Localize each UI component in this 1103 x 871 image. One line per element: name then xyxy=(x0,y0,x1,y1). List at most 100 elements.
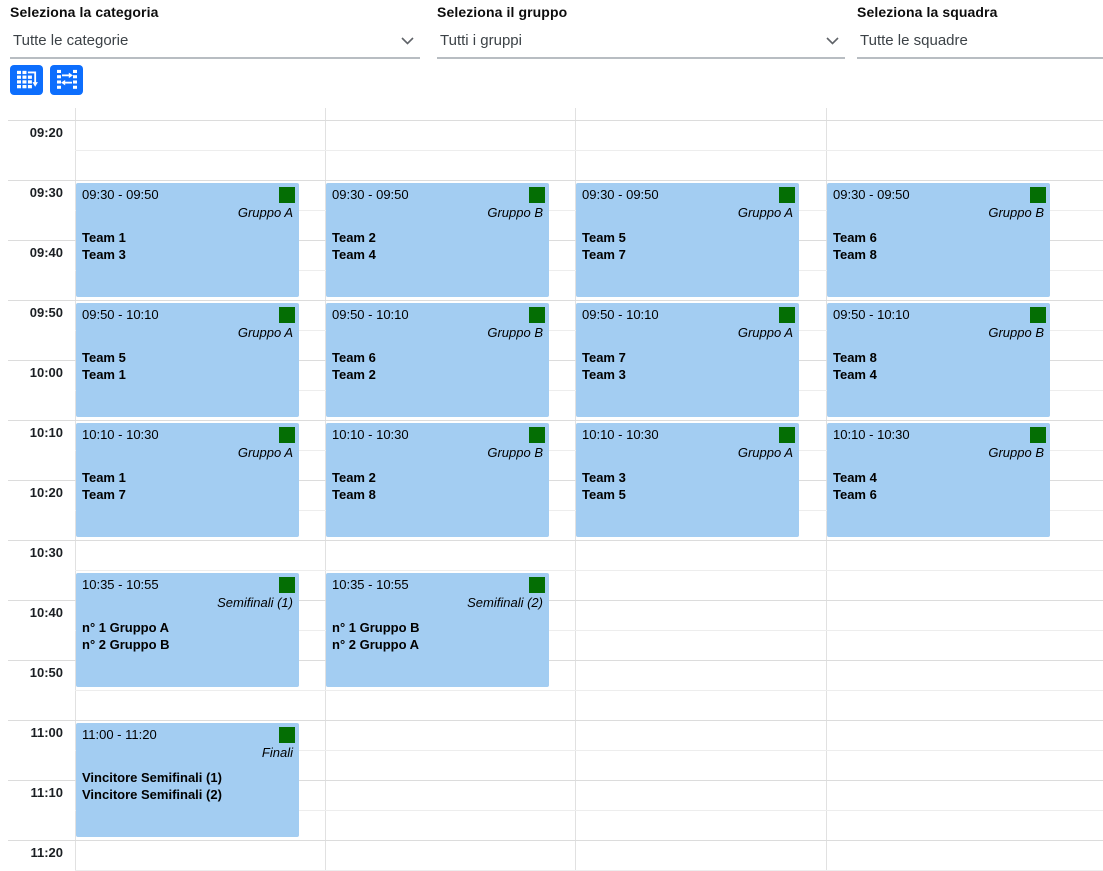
event-participant: Team 1 xyxy=(82,367,126,382)
event-participant: Team 3 xyxy=(582,470,626,485)
event[interactable]: 09:30 - 09:50 Gruppo A Team 5 Team 7 xyxy=(576,183,799,297)
event-participant: Team 8 xyxy=(833,350,877,365)
event-participant: Team 4 xyxy=(833,470,877,485)
event-participant: Team 3 xyxy=(582,367,626,382)
event-participant: Team 7 xyxy=(582,350,626,365)
event[interactable]: 11:00 - 11:20 Finali Vincitore Semifinali … xyxy=(76,723,299,837)
event-status-square-icon xyxy=(529,577,545,593)
event-phase-label: Gruppo A xyxy=(737,325,793,340)
event-participants: Team 2 Team 8 xyxy=(332,469,543,503)
slot-line-minor xyxy=(75,690,1103,691)
event-participant: n° 2 Gruppo B xyxy=(82,637,170,652)
event[interactable]: 10:10 - 10:30 Gruppo B Team 2 Team 8 xyxy=(326,423,549,537)
event[interactable]: 09:30 - 09:50 Gruppo B Team 6 Team 8 xyxy=(827,183,1050,297)
event-participant: Team 2 xyxy=(332,367,376,382)
event-status-square-icon xyxy=(279,727,295,743)
event-status-square-icon xyxy=(1030,427,1046,443)
event[interactable]: 09:30 - 09:50 Gruppo B Team 2 Team 4 xyxy=(326,183,549,297)
time-slot-label: 11:10 xyxy=(30,785,63,800)
event-phase-label: Semifinali (1) xyxy=(217,595,293,610)
slot-line-major xyxy=(8,720,1103,721)
event[interactable]: 10:35 - 10:55 Semifinali (1) n° 1 Gruppo A… xyxy=(76,573,299,687)
event-time-range: 10:10 - 10:30 xyxy=(833,427,910,442)
slot-line-major xyxy=(8,420,1103,421)
time-slot-label: 10:10 xyxy=(29,425,63,440)
event-time-range: 09:50 - 10:10 xyxy=(82,307,159,322)
filter-category: Seleziona la categoria Tutte le categori… xyxy=(10,4,420,59)
slot-line-major xyxy=(8,120,1103,121)
category-select[interactable]: Tutte le categorie xyxy=(10,25,420,59)
event-time-range: 09:30 - 09:50 xyxy=(833,187,910,202)
event-phase-label: Finali xyxy=(261,745,293,760)
slot-line-major xyxy=(8,660,1103,661)
filter-category-label: Seleziona la categoria xyxy=(10,4,159,20)
column-divider xyxy=(826,108,827,870)
event-participant: Team 6 xyxy=(833,487,877,502)
time-slot-label: 10:30 xyxy=(29,545,63,560)
event-time-range: 10:10 - 10:30 xyxy=(82,427,159,442)
time-slot-label: 10:50 xyxy=(29,665,63,680)
group-select[interactable]: Tutti i gruppi xyxy=(437,25,845,59)
event-phase-label: Gruppo A xyxy=(237,325,293,340)
event[interactable]: 10:10 - 10:30 Gruppo A Team 1 Team 7 xyxy=(76,423,299,537)
event-participant: Team 7 xyxy=(582,247,626,262)
event-participants: Team 1 Team 3 xyxy=(82,229,293,263)
event-participants: Team 5 Team 7 xyxy=(582,229,793,263)
event-participant: Team 2 xyxy=(332,230,376,245)
event[interactable]: 09:50 - 10:10 Gruppo A Team 5 Team 1 xyxy=(76,303,299,417)
event-participant: Team 5 xyxy=(582,230,626,245)
event-participants: Team 4 Team 6 xyxy=(833,469,1044,503)
event-participant: Vincitore Semifinali (1) xyxy=(82,770,222,785)
time-slot-label: 10:40 xyxy=(29,605,63,620)
time-slot-label: 09:40 xyxy=(29,245,63,260)
column-divider xyxy=(75,108,76,870)
category-select-value: Tutte le categorie xyxy=(13,32,129,49)
swap-columns-icon xyxy=(56,69,78,92)
event-time-range: 09:30 - 09:50 xyxy=(332,187,409,202)
matches-swap-view-button[interactable] xyxy=(50,65,83,95)
column-divider xyxy=(575,108,576,870)
filter-team: Seleziona la squadra Tutte le squadre xyxy=(857,4,1103,59)
event-phase-label: Semifinali (2) xyxy=(467,595,543,610)
team-select[interactable]: Tutte le squadre xyxy=(857,25,1103,59)
event-participants: Team 1 Team 7 xyxy=(82,469,293,503)
event-phase-label: Gruppo A xyxy=(737,205,793,220)
filter-team-label: Seleziona la squadra xyxy=(857,4,998,20)
event-status-square-icon xyxy=(1030,307,1046,323)
event-participant: Vincitore Semifinali (2) xyxy=(82,787,222,802)
event-phase-label: Gruppo B xyxy=(988,325,1044,340)
event-time-range: 10:35 - 10:55 xyxy=(332,577,409,592)
slot-line-major xyxy=(8,180,1103,181)
time-slot-label: 11:00 xyxy=(30,725,63,740)
event[interactable]: 09:50 - 10:10 Gruppo B Team 8 Team 4 xyxy=(827,303,1050,417)
event-status-square-icon xyxy=(279,577,295,593)
slot-line-minor xyxy=(75,810,1103,811)
event-status-square-icon xyxy=(1030,187,1046,203)
event[interactable]: 10:10 - 10:30 Gruppo B Team 4 Team 6 xyxy=(827,423,1050,537)
event-participants: Team 3 Team 5 xyxy=(582,469,793,503)
event-status-square-icon xyxy=(779,427,795,443)
event-phase-label: Gruppo B xyxy=(487,325,543,340)
filter-group-label: Seleziona il gruppo xyxy=(437,4,568,20)
slot-line-major xyxy=(8,780,1103,781)
event-time-range: 09:50 - 10:10 xyxy=(833,307,910,322)
event-participant: Team 5 xyxy=(582,487,626,502)
event-phase-label: Gruppo A xyxy=(737,445,793,460)
event[interactable]: 09:50 - 10:10 Gruppo B Team 6 Team 2 xyxy=(326,303,549,417)
schedule-grid-view-button[interactable] xyxy=(10,65,43,95)
event-status-square-icon xyxy=(529,427,545,443)
time-slot-label: 11:20 xyxy=(30,845,63,860)
event[interactable]: 10:10 - 10:30 Gruppo A Team 3 Team 5 xyxy=(576,423,799,537)
event-status-square-icon xyxy=(279,187,295,203)
event-phase-label: Gruppo B xyxy=(988,445,1044,460)
table-arrow-down-icon xyxy=(16,69,38,92)
slot-line-major xyxy=(8,840,1103,841)
slot-line-minor xyxy=(75,570,1103,571)
event-participants: Team 7 Team 3 xyxy=(582,349,793,383)
event-time-range: 09:30 - 09:50 xyxy=(582,187,659,202)
slot-line-major xyxy=(8,600,1103,601)
event[interactable]: 09:50 - 10:10 Gruppo A Team 7 Team 3 xyxy=(576,303,799,417)
event[interactable]: 09:30 - 09:50 Gruppo A Team 1 Team 3 xyxy=(76,183,299,297)
event[interactable]: 10:35 - 10:55 Semifinali (2) n° 1 Gruppo B… xyxy=(326,573,549,687)
filter-group: Seleziona il gruppo Tutti i gruppi xyxy=(437,4,845,59)
